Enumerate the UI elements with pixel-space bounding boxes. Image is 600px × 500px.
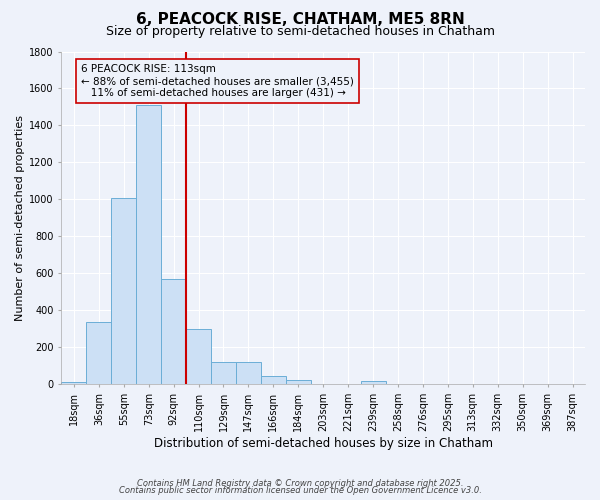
Bar bbox=[111, 198, 136, 384]
Text: Contains public sector information licensed under the Open Government Licence v3: Contains public sector information licen… bbox=[119, 486, 481, 495]
Bar bbox=[86, 322, 111, 384]
Bar bbox=[286, 380, 311, 384]
Bar bbox=[161, 279, 186, 384]
Bar bbox=[211, 362, 236, 384]
Bar bbox=[361, 380, 386, 384]
Bar bbox=[61, 382, 86, 384]
Bar bbox=[186, 329, 211, 384]
X-axis label: Distribution of semi-detached houses by size in Chatham: Distribution of semi-detached houses by … bbox=[154, 437, 493, 450]
Bar bbox=[261, 376, 286, 384]
Text: Size of property relative to semi-detached houses in Chatham: Size of property relative to semi-detach… bbox=[106, 25, 494, 38]
Text: 6, PEACOCK RISE, CHATHAM, ME5 8RN: 6, PEACOCK RISE, CHATHAM, ME5 8RN bbox=[136, 12, 464, 28]
Bar bbox=[236, 362, 261, 384]
Y-axis label: Number of semi-detached properties: Number of semi-detached properties bbox=[15, 115, 25, 321]
Text: 6 PEACOCK RISE: 113sqm
← 88% of semi-detached houses are smaller (3,455)
   11% : 6 PEACOCK RISE: 113sqm ← 88% of semi-det… bbox=[82, 64, 354, 98]
Text: Contains HM Land Registry data © Crown copyright and database right 2025.: Contains HM Land Registry data © Crown c… bbox=[137, 478, 463, 488]
Bar bbox=[136, 105, 161, 384]
